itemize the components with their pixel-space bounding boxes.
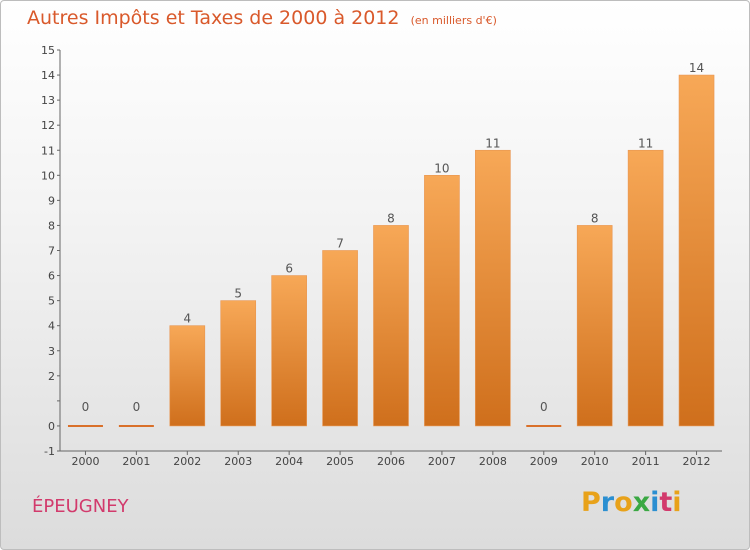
x-tick-label: 2006 [377, 455, 405, 468]
bar [678, 74, 715, 427]
x-tick-label: 2001 [122, 455, 150, 468]
bar [169, 325, 206, 427]
logo-letter: t [659, 487, 673, 518]
x-tick-label: 2000 [71, 455, 99, 468]
bar-value-label: 8 [591, 211, 599, 225]
bar-value-label: 11 [485, 136, 500, 150]
y-tick-label: 13 [41, 94, 55, 107]
bar [271, 275, 307, 427]
x-tick-label: 2004 [275, 455, 303, 468]
y-tick-label: 8 [48, 219, 55, 232]
bar [220, 300, 257, 427]
chart-title-text: Autres Impôts et Taxes de 2000 à 2012 [27, 7, 400, 29]
y-tick-label: 14 [41, 69, 55, 82]
chart-unit: (en milliers d'€) [410, 14, 497, 27]
bar-value-label: 0 [133, 400, 141, 414]
chart-bars [67, 74, 715, 427]
logo-letter: o [614, 487, 633, 518]
bar [627, 149, 664, 427]
bar-value-label: 6 [285, 262, 293, 276]
logo-letter: P [581, 487, 601, 518]
x-tick-label: 2010 [581, 455, 609, 468]
x-tick-label: 2007 [428, 455, 456, 468]
chart-value-labels: 0 0 4 5 6 7 8 10 11 0 8 11 14 [82, 61, 705, 414]
x-tick-label: 2008 [479, 455, 507, 468]
y-tick-label: 9 [48, 194, 55, 207]
bar-value-label: 0 [82, 400, 90, 414]
location-name: ÉPEUGNEY [32, 496, 129, 517]
bar-value-label: 8 [387, 211, 395, 225]
logo-letter: i [672, 487, 682, 518]
bar [373, 225, 409, 427]
bar-value-label: 11 [638, 136, 653, 150]
logo-letter: r [600, 487, 615, 518]
y-tick-label: -1 [44, 445, 55, 458]
chart-axes: -1 0 2 3 4 5 6 7 8 9 10 11 12 13 14 15 2000 2001 2002 2003 2… [41, 44, 722, 468]
y-tick-label: 2 [48, 370, 55, 383]
x-tick-label: 2005 [326, 455, 354, 468]
x-tick-label: 2002 [173, 455, 201, 468]
y-tick-label: 10 [41, 169, 55, 182]
chart-title: Autres Impôts et Taxes de 2000 à 2012 (e… [27, 7, 497, 29]
y-tick-label: 5 [48, 295, 55, 308]
bar-value-label: 0 [540, 400, 548, 414]
y-tick-label: 3 [48, 345, 55, 358]
y-tick-label: 15 [41, 44, 55, 57]
bar-value-label: 5 [234, 287, 242, 301]
logo-letter: i [650, 487, 660, 518]
y-tick-label: 12 [41, 119, 55, 132]
bar-value-label: 14 [689, 61, 704, 75]
bar [576, 225, 613, 427]
x-tick-label: 2003 [224, 455, 252, 468]
y-tick-label: 4 [48, 320, 55, 333]
x-tick-label: 2011 [632, 455, 660, 468]
x-tick-label: 2012 [683, 455, 711, 468]
logo-letter: x [632, 487, 651, 518]
y-tick-label: 6 [48, 270, 55, 283]
bar-value-label: 4 [183, 312, 191, 326]
bar [424, 175, 460, 427]
y-tick-label: 0 [48, 420, 55, 433]
y-tick-label: 11 [41, 144, 55, 157]
proxiti-logo: Proxiti [581, 487, 682, 518]
bar-value-label: 10 [434, 161, 449, 175]
x-tick-label: 2009 [530, 455, 558, 468]
bar-value-label: 7 [336, 237, 344, 251]
bar [322, 250, 358, 427]
bar [475, 149, 511, 427]
y-tick-label: 7 [48, 245, 55, 258]
